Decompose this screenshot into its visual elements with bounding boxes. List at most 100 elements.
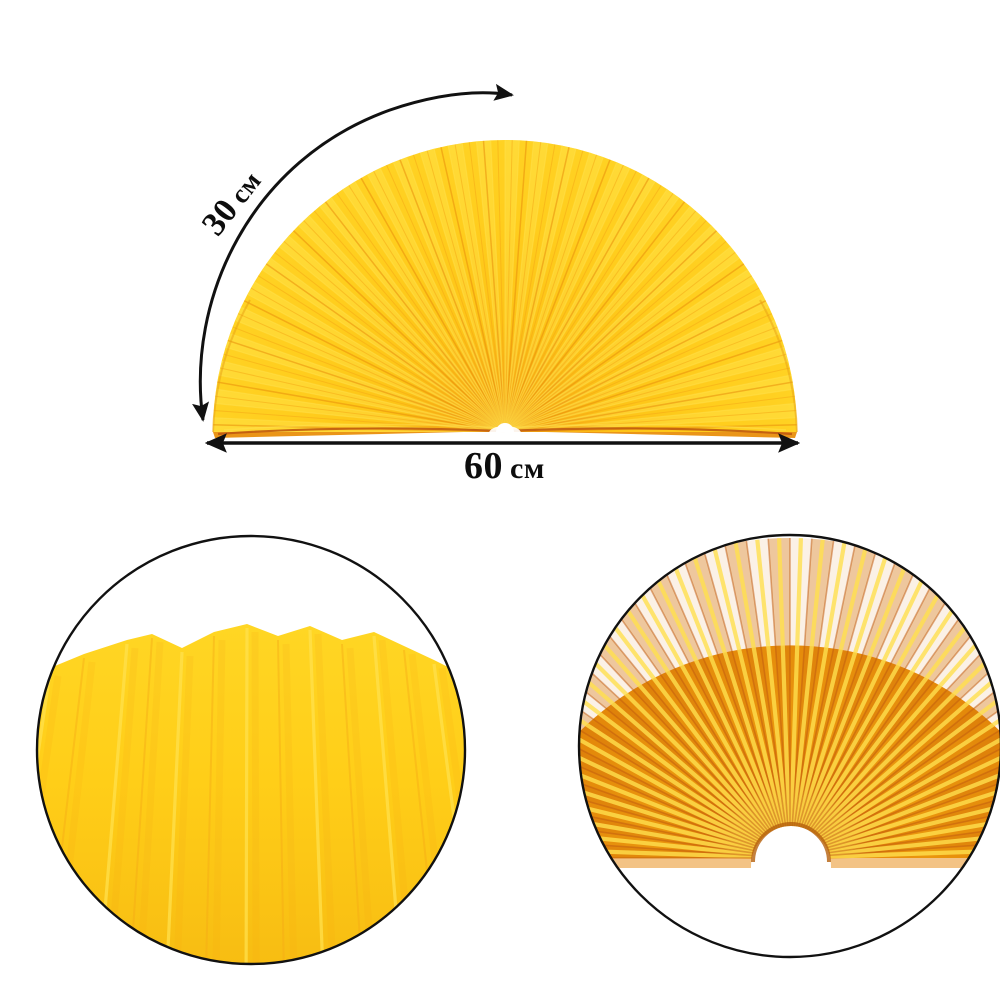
hub-pleat-separator bbox=[767, 538, 791, 859]
detail-right-outline bbox=[577, 533, 1000, 959]
hub-pleat-crest bbox=[788, 680, 1000, 860]
hub-pleat-ribs bbox=[579, 537, 1000, 861]
hub-pleat-separator bbox=[579, 792, 791, 859]
pleat-ridge-line bbox=[504, 388, 797, 432]
hub-pleat-crest bbox=[789, 780, 1000, 861]
pleat-ridge-line bbox=[504, 279, 760, 432]
pleat-shade-band bbox=[314, 633, 337, 964]
pleat-ridge-line bbox=[504, 373, 796, 432]
hub-pleat-crest bbox=[787, 546, 868, 859]
hub-pleat-separator bbox=[702, 549, 791, 859]
hub-pleat-crest bbox=[579, 780, 791, 861]
pleat-fold-line bbox=[504, 325, 782, 432]
pleat-ridge-line bbox=[504, 202, 694, 432]
hub-pleat-separator bbox=[789, 639, 1000, 859]
hub-pleat-crest bbox=[579, 738, 791, 860]
hub-pleat-separator bbox=[745, 540, 791, 859]
pleat-fold-line bbox=[504, 174, 652, 432]
hub-pleat-crest bbox=[788, 662, 1000, 860]
pleat-facet bbox=[505, 185, 682, 432]
hub-pleat-separator bbox=[789, 623, 1000, 859]
pleat-fold-line bbox=[504, 198, 688, 432]
pleat-ridge-line bbox=[504, 177, 658, 432]
detail-left-illustration bbox=[35, 534, 472, 974]
hub-pleat-separator bbox=[789, 549, 878, 859]
pleat-shade-band bbox=[136, 641, 164, 964]
pleat-ridge-line bbox=[504, 193, 682, 432]
pleat-fold-line bbox=[504, 143, 571, 432]
pleat-ridge-line bbox=[504, 318, 779, 432]
hub-pleat-separator bbox=[789, 691, 1000, 859]
pleat-facet bbox=[505, 164, 645, 432]
hub-pleat-crest bbox=[789, 823, 1000, 861]
hub-pleat-crest bbox=[579, 801, 791, 861]
pleat-fold-line bbox=[504, 217, 710, 432]
hub-pleat-separator bbox=[789, 584, 957, 859]
hub-pleat-separator bbox=[789, 835, 1000, 859]
hub-pleat-separator bbox=[579, 835, 791, 859]
pleat-ridge-line bbox=[504, 158, 619, 432]
width-value: 60 bbox=[464, 445, 503, 487]
pleat-fold-line bbox=[277, 639, 285, 964]
pleat-ridge-line bbox=[504, 291, 767, 432]
pleat-fold-line bbox=[504, 249, 739, 432]
pleat-ridge-line bbox=[504, 359, 793, 432]
hub-pleat-separator bbox=[579, 750, 791, 859]
hub-pleat-separator bbox=[789, 750, 1000, 859]
pleat-paper-slab bbox=[37, 624, 465, 964]
pleat-fold-line bbox=[504, 150, 599, 432]
hub-pleat-separator bbox=[579, 770, 791, 859]
pleat-fold-line bbox=[504, 311, 776, 432]
pleat-fold-line bbox=[504, 352, 791, 432]
hub-pleat-crest bbox=[788, 559, 910, 859]
hub-pleat-separator bbox=[604, 596, 791, 859]
hub-pleat-crest bbox=[787, 538, 803, 859]
pleat-ridge-line bbox=[504, 141, 564, 432]
pleat-ridge-line bbox=[504, 345, 789, 432]
hub-pleat-crest bbox=[789, 845, 1000, 861]
pleat-fold-line bbox=[504, 207, 699, 432]
hub-pleat-crest bbox=[788, 568, 930, 859]
hub-pleat-crest bbox=[789, 738, 1000, 860]
hub-pleat-separator bbox=[789, 573, 938, 859]
pleat-fold-line bbox=[504, 155, 613, 432]
main-product-view: 60 см 30см bbox=[192, 83, 801, 485]
pleat-fold-line bbox=[504, 338, 787, 432]
pleat-shade-band bbox=[173, 655, 194, 964]
hub-pleat-crest bbox=[787, 552, 889, 859]
width-dimension-label: 60 см bbox=[464, 447, 545, 485]
hub-pleat-separator bbox=[579, 691, 791, 859]
hub-pleat-crest bbox=[579, 680, 792, 860]
hub-pleat-crest bbox=[579, 759, 791, 861]
hub-pleat-separator bbox=[789, 540, 835, 859]
hub-pleat-separator bbox=[579, 623, 791, 859]
hub-pleat-crest bbox=[788, 615, 1000, 860]
hub-pleat-separator bbox=[789, 729, 1000, 859]
hub-pleat-separator bbox=[579, 710, 791, 859]
detail-circle-pleat-edge bbox=[32, 528, 472, 974]
detail-left-outline bbox=[35, 534, 467, 966]
hub-pleat-crest bbox=[789, 718, 1000, 860]
hub-pleat-crest bbox=[777, 538, 793, 859]
pleat-fold-line bbox=[504, 227, 720, 432]
pleat-ridge-line bbox=[504, 222, 715, 432]
pleat-shade-band bbox=[470, 682, 472, 974]
pleat-shade-band bbox=[212, 639, 226, 964]
hub-notch-shadow bbox=[751, 822, 831, 863]
pleat-fold-line bbox=[244, 627, 249, 964]
hub-pleat-separator bbox=[724, 544, 791, 859]
pleat-facet bbox=[505, 267, 759, 432]
hub-pleat-separator bbox=[579, 729, 791, 859]
hub-pleat-crest bbox=[788, 589, 968, 860]
hub-pleat-crest bbox=[612, 589, 792, 860]
pleat-fold-line bbox=[37, 671, 52, 964]
hub-pleat-separator bbox=[789, 792, 1000, 859]
pleat-ridge-line bbox=[504, 185, 670, 432]
pleat-shade-band bbox=[346, 647, 376, 964]
height-dimension-arc bbox=[192, 83, 514, 422]
pleat-fold-line bbox=[504, 167, 639, 432]
pleat-facet bbox=[505, 279, 766, 432]
hub-pleat-separator bbox=[789, 596, 976, 859]
detail-right-illustration bbox=[577, 533, 1000, 959]
